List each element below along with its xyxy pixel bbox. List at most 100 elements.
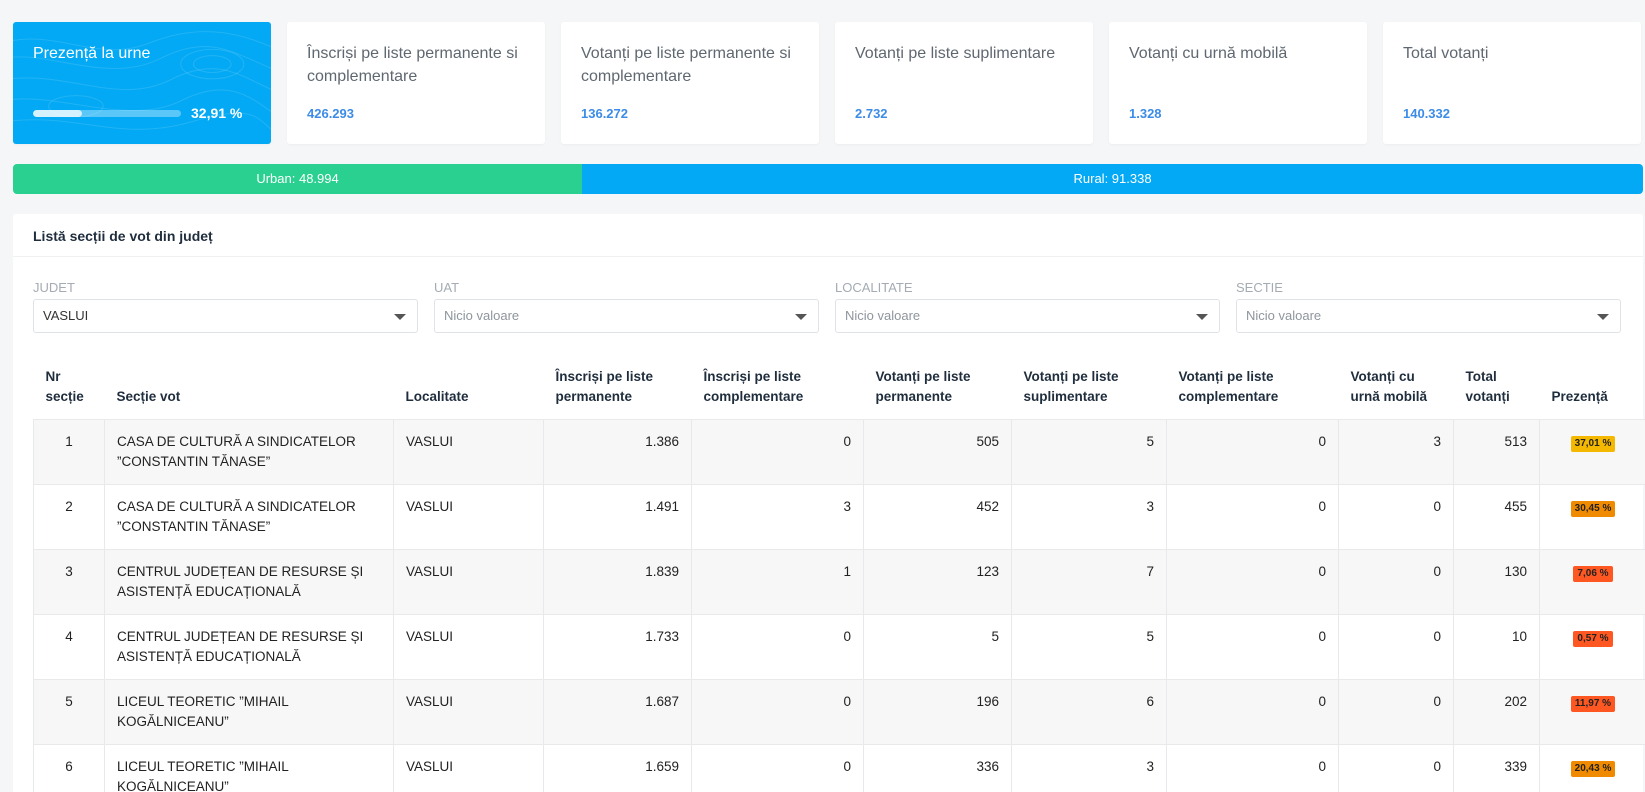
table-row[interactable]: 1 CASA DE CULTURĂ A SINDICATELOR ”CONSTAN… [33,418,1645,485]
cell-total: 339 [1453,743,1540,792]
cell-inscrisi-perm: 1.733 [543,613,692,680]
column-header[interactable]: Total votanți [1465,368,1510,404]
filter-localitate: LOCALITATE Nicio valoare [835,280,1220,333]
cell-votanti-supl: 7 [1011,548,1167,615]
turnout-badge: 20,43 % [1570,760,1616,777]
cell-inscrisi-compl: 0 [691,418,864,485]
cell-localitate: VASLUI [393,548,544,615]
turnout-badge: 0,57 % [1573,630,1613,647]
filter-judet: JUDET VASLUI [33,280,418,333]
cell-total: 130 [1453,548,1540,615]
table-row[interactable]: 6 LICEUL TEORETIC ”MIHAIL KOGĂLNICEANU” VA… [33,743,1645,792]
rural-segment: Rural: 91.338 [582,164,1643,194]
cell-prezenta: 37,01 % [1539,418,1645,485]
cell-nr: 4 [33,613,105,680]
cell-nr: 3 [33,548,105,615]
cell-nr: 5 [33,678,105,745]
cell-total: 513 [1453,418,1540,485]
cell-sectie: LICEUL TEORETIC ”MIHAIL KOGĂLNICEANU” [104,743,394,792]
stat-card-title: Votanți cu urnă mobilă [1129,45,1288,62]
chevron-down-icon [795,314,807,320]
stat-card-votanti-suplimentare: Votanți pe liste suplimentare 2.732 [835,22,1093,144]
cell-inscrisi-perm: 1.659 [543,743,692,792]
column-header[interactable]: Votanți pe liste permanente [875,368,971,404]
cell-votanti-mobila: 0 [1338,678,1454,745]
cell-votanti-perm: 123 [863,548,1012,615]
cell-inscrisi-compl: 0 [691,678,864,745]
stat-card-urna-mobila: Votanți cu urnă mobilă 1.328 [1109,22,1367,144]
turnout-progress-bar [33,110,181,117]
filter-uat: UAT Nicio valoare [434,280,819,333]
cell-votanti-perm: 505 [863,418,1012,485]
filter-label: SECTIE [1236,280,1283,295]
polling-stations-panel: Listă secții de vot din județ JUDET VASL… [13,214,1645,792]
filter-label: UAT [434,280,460,295]
polling-stations-table: Nr secție Secție vot Localitate Înscriși… [33,353,1645,792]
stat-card-value: 1.328 [1129,106,1162,121]
cell-sectie: CASA DE CULTURĂ A SINDICATELOR ”CONSTANT… [104,418,394,485]
table-row[interactable]: 2 CASA DE CULTURĂ A SINDICATELOR ”CONSTAN… [33,483,1645,550]
column-header[interactable]: Prezență [1551,388,1608,404]
stat-card-title: Votanți pe liste permanente si complemen… [581,45,791,85]
cell-inscrisi-compl: 0 [691,613,864,680]
panel-title: Listă secții de vot din județ [33,228,213,244]
localitate-select[interactable]: Nicio valoare [835,299,1220,333]
stat-cards: Prezență la urne 32,91 % Înscriși pe lis… [13,22,1643,144]
cell-total: 455 [1453,483,1540,550]
cell-total: 10 [1453,613,1540,680]
column-header[interactable]: Localitate [405,388,469,404]
cell-nr: 6 [33,743,105,792]
judet-select[interactable]: VASLUI [33,299,418,333]
table-header-row: Nr secție Secție vot Localitate Înscriși… [34,353,1645,419]
cell-votanti-compl: 0 [1166,548,1339,615]
filter-label: LOCALITATE [835,280,913,295]
cell-votanti-perm: 452 [863,483,1012,550]
cell-localitate: VASLUI [393,418,544,485]
cell-votanti-compl: 0 [1166,483,1339,550]
cell-sectie: LICEUL TEORETIC ”MIHAIL KOGĂLNICEANU” [104,678,394,745]
cell-votanti-mobila: 3 [1338,418,1454,485]
column-header[interactable]: Secție vot [116,388,181,404]
column-header[interactable]: Înscriși pe liste permanente [555,368,654,404]
cell-inscrisi-compl: 3 [691,483,864,550]
cell-votanti-mobila: 0 [1338,613,1454,680]
table-row[interactable]: 3 CENTRUL JUDEȚEAN DE RESURSE ȘI ASISTENȚ… [33,548,1645,615]
table-row[interactable]: 4 CENTRUL JUDEȚEAN DE RESURSE ȘI ASISTENȚ… [33,613,1645,680]
turnout-card: Prezență la urne 32,91 % [13,22,271,144]
cell-votanti-mobila: 0 [1338,483,1454,550]
table-row[interactable]: 5 LICEUL TEORETIC ”MIHAIL KOGĂLNICEANU” VA… [33,678,1645,745]
cell-votanti-supl: 3 [1011,743,1167,792]
column-header[interactable]: Votanți pe liste suplimentare [1023,368,1119,404]
column-header[interactable]: Votanți cu urnă mobilă [1350,368,1428,404]
stat-card-value: 426.293 [307,106,354,121]
cell-votanti-compl: 0 [1166,613,1339,680]
cell-prezenta: 0,57 % [1539,613,1645,680]
stat-card-votanti-permanente: Votanți pe liste permanente si complemen… [561,22,819,144]
divider [13,256,1643,257]
cell-total: 202 [1453,678,1540,745]
cell-votanti-supl: 3 [1011,483,1167,550]
turnout-title: Prezență la urne [33,45,151,62]
column-header[interactable]: Nr secție [45,368,84,404]
cell-sectie: CENTRUL JUDEȚEAN DE RESURSE ȘI ASISTENȚĂ… [104,548,394,615]
turnout-badge: 30,45 % [1570,500,1616,517]
cell-inscrisi-perm: 1.839 [543,548,692,615]
cell-votanti-mobila: 0 [1338,548,1454,615]
cell-localitate: VASLUI [393,743,544,792]
cell-inscrisi-perm: 1.386 [543,418,692,485]
select-value: VASLUI [43,308,89,323]
sectie-select[interactable]: Nicio valoare [1236,299,1621,333]
uat-select[interactable]: Nicio valoare [434,299,819,333]
stat-card-title: Votanți pe liste suplimentare [855,45,1056,62]
chevron-down-icon [1597,314,1609,320]
column-header[interactable]: Înscriși pe liste complementare [703,368,804,404]
stat-card-value: 2.732 [855,106,888,121]
cell-prezenta: 20,43 % [1539,743,1645,792]
column-header[interactable]: Votanți pe liste complementare [1178,368,1279,404]
cell-votanti-perm: 336 [863,743,1012,792]
turnout-badge: 37,01 % [1570,435,1616,452]
cell-votanti-supl: 6 [1011,678,1167,745]
cell-sectie: CASA DE CULTURĂ A SINDICATELOR ”CONSTANT… [104,483,394,550]
chevron-down-icon [1196,314,1208,320]
urban-segment: Urban: 48.994 [13,164,583,194]
